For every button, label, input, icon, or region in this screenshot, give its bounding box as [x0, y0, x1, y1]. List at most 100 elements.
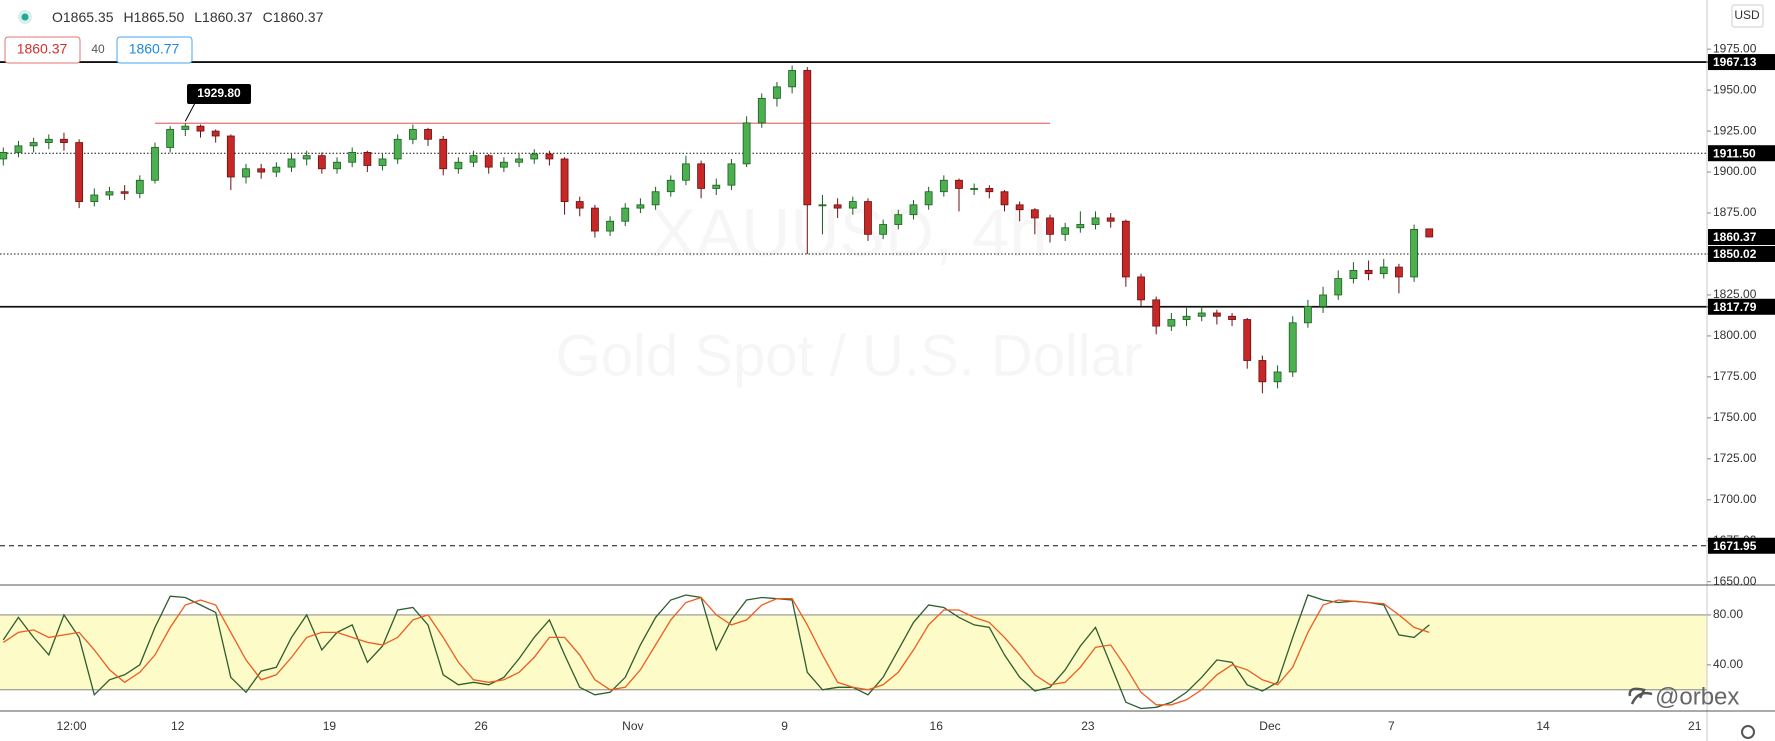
- y-tick-label: 1650.00: [1713, 574, 1757, 588]
- candle-body: [666, 179, 675, 193]
- currency-box[interactable]: [1731, 4, 1764, 28]
- candle-body: [272, 166, 281, 173]
- x-tick-label: 12: [171, 719, 185, 733]
- candle-body: [454, 161, 463, 170]
- candle-body: [1258, 360, 1267, 383]
- bid-box[interactable]: [4, 36, 81, 64]
- candle-body: [499, 161, 508, 168]
- candle-body: [712, 184, 721, 189]
- y-tick-label: 1975.00: [1713, 41, 1757, 55]
- candle-body: [0, 151, 8, 160]
- candle-body: [363, 151, 372, 166]
- candle-body: [575, 201, 584, 209]
- candle-body: [1137, 276, 1145, 301]
- x-tick-label: 23: [1081, 719, 1095, 733]
- annotation-pointer: [184, 102, 196, 122]
- status-dot: [21, 13, 29, 21]
- x-tick-label: 14: [1536, 719, 1550, 733]
- candle-body: [257, 168, 266, 173]
- candle-body: [393, 138, 402, 160]
- ohlc-value: 1865.35: [63, 9, 114, 25]
- candle-body: [408, 129, 417, 140]
- ohlc-label: L: [194, 9, 202, 25]
- candle-body: [1410, 229, 1418, 278]
- candle-body: [1379, 266, 1388, 275]
- level-label: 1671.95: [1713, 539, 1757, 553]
- candle-body: [833, 204, 842, 209]
- candle-body: [181, 125, 190, 130]
- candle-body: [1334, 278, 1343, 296]
- x-tick-label: 26: [474, 719, 488, 733]
- candle-body: [818, 204, 827, 207]
- candle-body: [14, 145, 23, 153]
- ohlc-label: C: [263, 9, 273, 25]
- candle-body: [651, 191, 660, 206]
- y-tick-label: 1875.00: [1713, 205, 1757, 219]
- brand-logo: [1628, 687, 1653, 705]
- candle-body: [864, 201, 872, 235]
- candle-body: [1395, 266, 1403, 278]
- x-tick-label: Dec: [1259, 719, 1280, 733]
- candle-body: [621, 207, 630, 222]
- candle-body: [1273, 371, 1282, 383]
- candle-body: [166, 129, 175, 148]
- candle-body: [591, 207, 599, 232]
- y-tick-label: 1925.00: [1713, 123, 1757, 137]
- candle-body: [105, 191, 114, 196]
- level-label-box: [1708, 54, 1775, 71]
- candle-body: [317, 155, 326, 170]
- candle-body: [545, 153, 554, 160]
- stoch-line: [2, 596, 1430, 706]
- candle-body: [727, 163, 736, 186]
- current-price-label-box: [1708, 228, 1775, 245]
- gear[interactable]: [1741, 725, 1755, 739]
- settings-icon[interactable]: [1741, 725, 1755, 739]
- candle-body: [75, 142, 84, 202]
- x-tick-label: 21: [1688, 719, 1702, 733]
- candle-body: [29, 142, 38, 147]
- x-tick-label: 12:00: [57, 719, 87, 733]
- candle-body: [120, 191, 129, 194]
- candle-body: [1076, 224, 1085, 229]
- candle-body: [924, 191, 933, 206]
- ohlc-value: 1860.37: [202, 9, 253, 25]
- candle-body: [848, 201, 857, 209]
- candle-body: [742, 122, 751, 165]
- candle-body: [424, 129, 432, 140]
- bid-price: 1860.37: [17, 41, 68, 57]
- y-tick-label: 1900.00: [1713, 164, 1757, 178]
- candle-body: [211, 130, 220, 137]
- y-tick-label: 80.00: [1713, 607, 1743, 621]
- candle-body: [636, 204, 645, 209]
- candle-body: [697, 163, 705, 189]
- plot-area: [0, 61, 1775, 710]
- candle-body: [151, 147, 159, 181]
- candle-body: [1091, 217, 1100, 225]
- candle-body: [985, 188, 994, 193]
- level-label-box: [1708, 245, 1775, 262]
- level-label: 1850.02: [1713, 247, 1757, 261]
- candle-body: [196, 125, 205, 132]
- y-tick-label: 1725.00: [1713, 451, 1757, 465]
- candle-body: [1046, 217, 1054, 235]
- y-tick-label: 1775.00: [1713, 369, 1757, 383]
- candle-body: [135, 179, 144, 194]
- candle-body: [1243, 319, 1252, 361]
- ohlc-label: H: [124, 9, 134, 25]
- candle-body: [348, 151, 357, 163]
- candle-body: [773, 86, 781, 99]
- candle-body: [226, 135, 235, 178]
- candle-body: [530, 153, 539, 160]
- x-tick-label: 16: [930, 719, 944, 733]
- ask-price: 1860.77: [129, 41, 180, 57]
- level-label-box: [1708, 537, 1775, 554]
- level-label-box: [1708, 145, 1775, 162]
- candle-body: [970, 188, 979, 190]
- x-tick-label: Nov: [622, 719, 643, 733]
- candle-body: [1304, 306, 1312, 324]
- level-label: 1911.50: [1713, 146, 1756, 160]
- candle-body: [1212, 312, 1221, 317]
- candle-body: [1425, 228, 1434, 238]
- ask-box[interactable]: [116, 36, 193, 64]
